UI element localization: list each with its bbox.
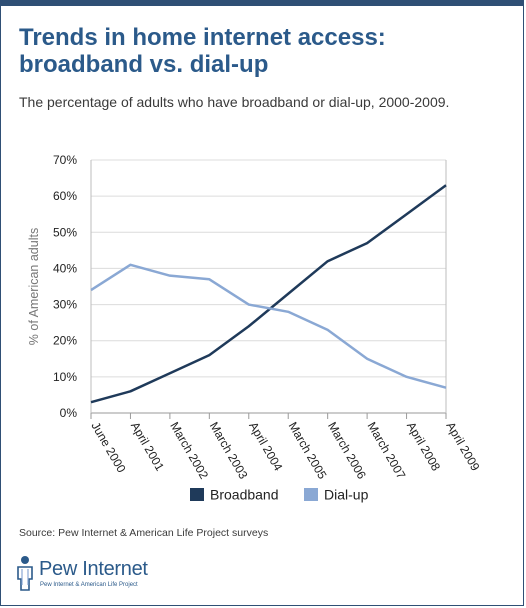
series-line-broadband xyxy=(90,184,447,404)
x-tick-label: April 2009 xyxy=(443,420,482,474)
y-tick-label: 20% xyxy=(53,334,77,348)
x-tick-label: June 2000 xyxy=(88,420,128,476)
y-axis-title: % of American adults xyxy=(27,228,41,345)
x-tick-label: March 2003 xyxy=(207,420,251,482)
y-tick-label: 50% xyxy=(53,225,77,239)
y-tick-label: 30% xyxy=(53,298,77,312)
legend-label-dial-up: Dial-up xyxy=(324,487,369,503)
x-tick-label: April 2008 xyxy=(404,420,443,474)
y-tick-label: 40% xyxy=(53,261,77,275)
legend-label-broadband: Broadband xyxy=(210,487,279,503)
line-chart: 0%10%20%30%40%50%60%70%June 2000 April 20… xyxy=(27,153,483,503)
y-tick-label: 0% xyxy=(60,406,78,420)
chart-title: Trends in home internet access: broadban… xyxy=(19,24,386,78)
person-icon xyxy=(17,556,33,591)
x-tick-label: March 2005 xyxy=(286,420,330,482)
logo-tagline: Pew Internet & American Life Project xyxy=(40,582,138,588)
y-tick-label: 60% xyxy=(53,189,77,203)
source-note: Source: Pew Internet & American Life Pro… xyxy=(19,527,269,539)
chart-subtitle: The percentage of adults who have broadb… xyxy=(19,94,450,110)
series-line-dial-up xyxy=(90,263,447,389)
logo-wordmark: Pew Internet xyxy=(39,558,148,580)
x-tick-label: March 2007 xyxy=(365,420,409,482)
x-tick-label: March 2006 xyxy=(325,420,369,482)
y-tick-label: 70% xyxy=(53,153,77,167)
x-tick-label: March 2002 xyxy=(167,420,211,482)
legend-swatch-broadband xyxy=(190,488,204,501)
x-tick-label: April 2001 xyxy=(128,420,167,474)
x-tick-label: April 2004 xyxy=(246,420,285,474)
y-tick-label: 10% xyxy=(53,370,77,384)
legend-swatch-dial-up xyxy=(304,488,318,501)
pew-internet-logo: Pew Internet Pew Internet & American Lif… xyxy=(15,555,235,595)
